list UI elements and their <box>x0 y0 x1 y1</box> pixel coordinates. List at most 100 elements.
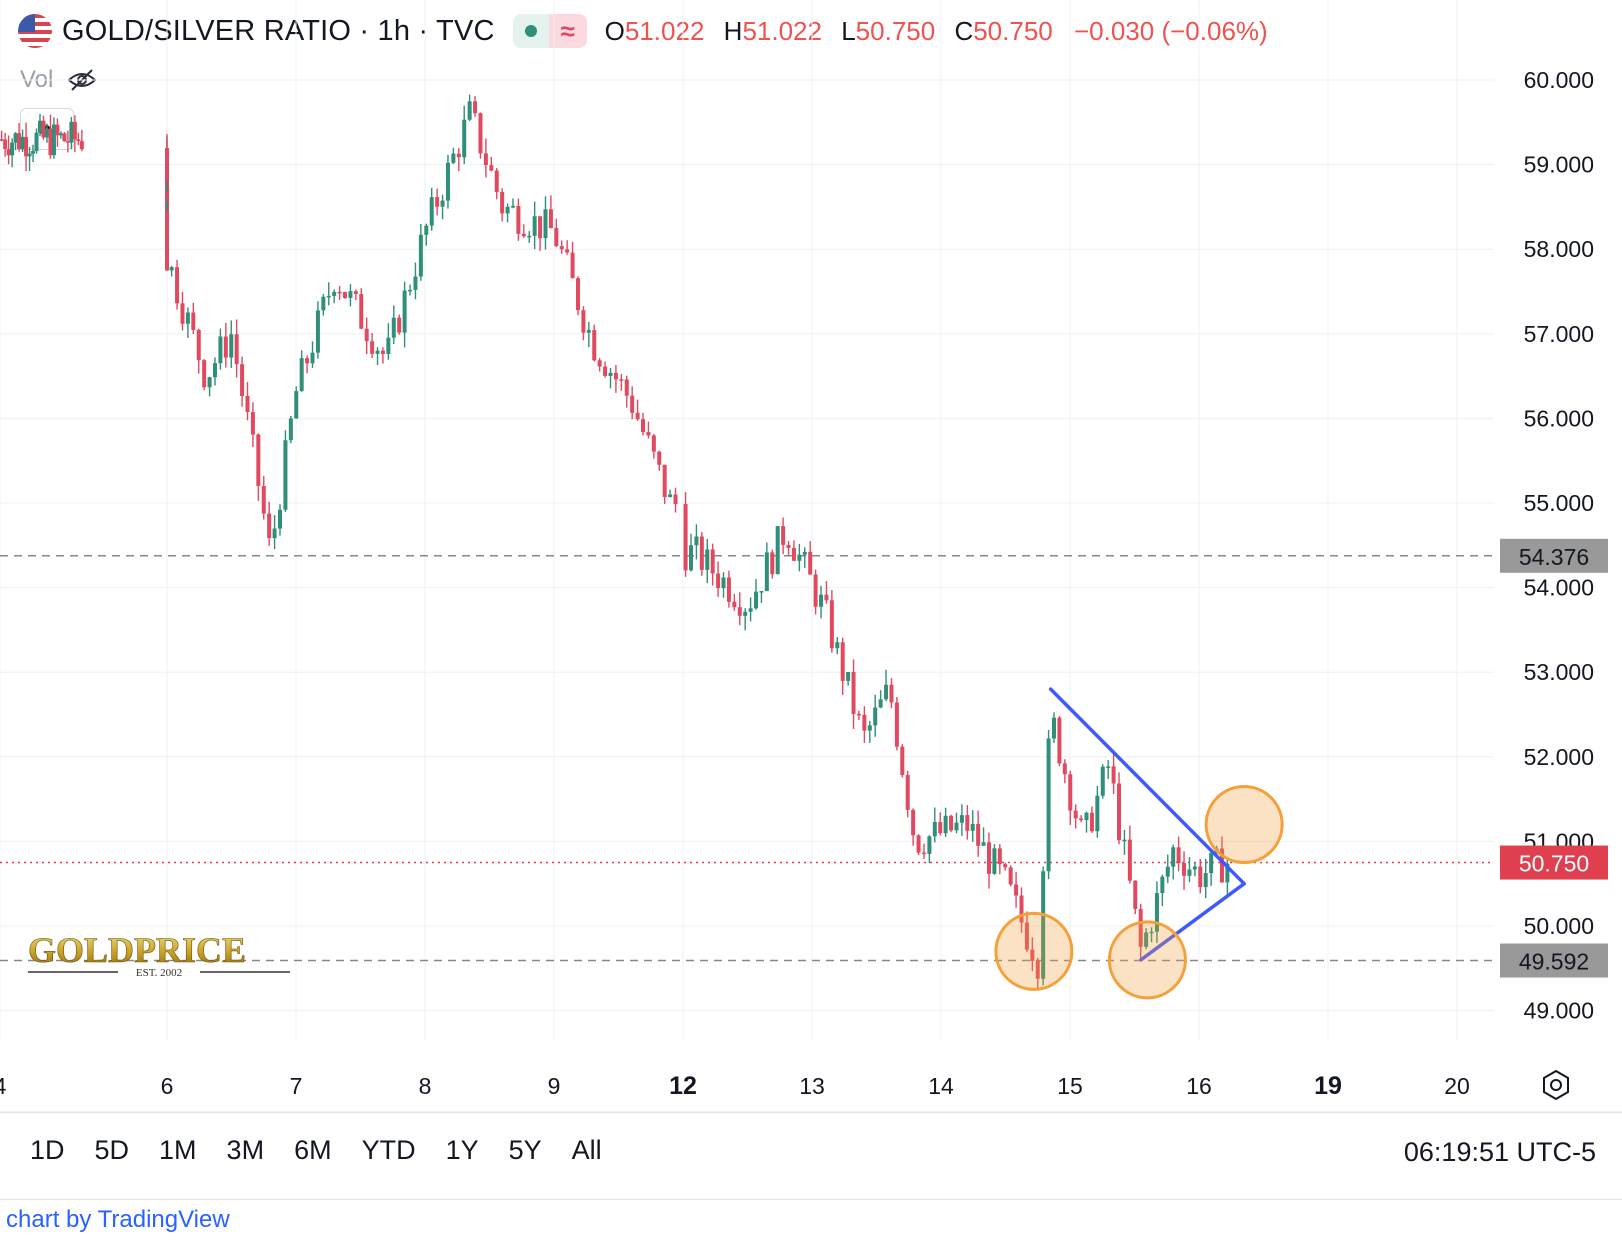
candle-body <box>1187 869 1192 876</box>
svg-text:EST. 2002: EST. 2002 <box>136 967 182 979</box>
candle-body <box>1160 876 1165 894</box>
candle-body <box>873 707 878 726</box>
highlight-circle[interactable] <box>994 911 1074 991</box>
range-button-1d[interactable]: 1D <box>30 1135 65 1165</box>
candle-body <box>1203 873 1208 888</box>
candle-body <box>165 258 169 271</box>
candle-body <box>565 249 570 253</box>
range-button-1m[interactable]: 1M <box>159 1135 197 1165</box>
y-tick-label: 53.000 <box>1524 659 1594 685</box>
candle-body <box>683 504 688 571</box>
candle-body <box>1052 717 1057 739</box>
candle-body <box>34 132 39 152</box>
candle-body <box>1041 871 1046 979</box>
range-button-3m[interactable]: 3M <box>226 1135 265 1165</box>
range-button-ytd[interactable]: YTD <box>361 1135 416 1165</box>
candle-body <box>737 607 742 616</box>
range-button-6m[interactable]: 6M <box>294 1135 332 1165</box>
candle-body <box>500 191 505 214</box>
candle-body <box>819 594 824 607</box>
y-tick-label: 58.000 <box>1524 236 1594 262</box>
candle-body <box>619 379 624 381</box>
candle-body <box>559 246 564 250</box>
candle-body <box>218 336 223 364</box>
candle-body <box>781 526 786 545</box>
candle-body <box>851 671 856 714</box>
range-button-5y[interactable]: 5Y <box>508 1135 542 1165</box>
price-tags: 54.376 49.592 50.750 <box>1500 538 1608 978</box>
range-button-5d[interactable]: 5D <box>94 1135 130 1165</box>
price-chart[interactable]: 60.000 59.000 58.000 57.000 56.000 55.000 54.0… <box>0 0 1622 1112</box>
candle-body <box>694 536 699 546</box>
candle-body <box>710 549 715 574</box>
candle-body <box>175 267 180 304</box>
candle-body <box>65 141 70 143</box>
clock[interactable]: 06:19:51 UTC-5 <box>1403 1137 1596 1167</box>
high-value: 51.022 <box>742 15 822 46</box>
candle-body <box>867 725 872 731</box>
price-axis: 60.000 59.000 58.000 57.000 56.000 55.000 54.0… <box>1524 67 1594 1024</box>
candle-body <box>527 235 532 238</box>
bottom-toolbar: 1D 5D 1M 3M 6M YTD 1Y 5Y All 06:19:51 UTC-5 <box>0 1112 1622 1200</box>
level-price-tag-label: 49.592 <box>1519 949 1589 975</box>
x-tick-label: 12 <box>669 1072 697 1100</box>
candle-body <box>646 432 651 436</box>
range-button-1y[interactable]: 1Y <box>445 1135 479 1165</box>
status-pills: ≈ <box>512 14 587 48</box>
close-label: C <box>954 15 974 46</box>
candle-body <box>185 312 190 324</box>
x-tick-label: 9 <box>548 1073 561 1099</box>
settings-icon[interactable] <box>1543 1069 1569 1101</box>
candle-body <box>732 601 737 608</box>
candle-body <box>943 815 948 834</box>
tradingview-credit[interactable]: chart by TradingView <box>6 1206 230 1233</box>
candle-body <box>165 240 169 259</box>
candle-body <box>48 128 53 156</box>
candle-body <box>299 358 304 392</box>
candle-body <box>41 120 46 138</box>
candle-body <box>884 684 889 700</box>
candle-body <box>391 317 396 338</box>
candle-body <box>1122 839 1127 842</box>
candle-body <box>673 494 678 505</box>
candle-body <box>927 836 932 854</box>
range-button-all[interactable]: All <box>571 1135 602 1165</box>
candle-body <box>797 554 802 561</box>
chart-header: GOLD/SILVER RATIO · 1h · TVC ≈ O51.022 H… <box>18 10 1268 52</box>
candle-body <box>954 822 959 831</box>
candle-body <box>435 197 440 207</box>
candle-body <box>1149 931 1154 934</box>
y-tick-label: 57.000 <box>1524 321 1594 347</box>
candle-body <box>840 642 845 681</box>
candle-body <box>191 312 196 330</box>
low-label: L <box>841 15 856 46</box>
x-tick-label: 19 <box>1314 1072 1342 1100</box>
candle-body <box>721 577 726 589</box>
level-price-tag-label: 54.376 <box>1519 544 1589 570</box>
candle-body <box>856 713 861 716</box>
highlight-circle[interactable] <box>1204 784 1284 864</box>
y-tick-label: 54.000 <box>1524 575 1594 601</box>
candle-body <box>24 136 29 157</box>
upper-trendline[interactable] <box>1048 687 1246 886</box>
symbol-title[interactable]: GOLD/SILVER RATIO · 1h · TVC <box>62 14 495 47</box>
market-open-icon <box>512 14 549 48</box>
candle-body <box>829 600 834 649</box>
x-tick-label: 20 <box>1444 1073 1470 1099</box>
candle-body <box>538 216 543 239</box>
candle-body <box>353 291 358 295</box>
candle-body <box>1182 863 1187 876</box>
y-tick-label: 55.000 <box>1524 490 1594 516</box>
level-price-tag <box>1500 943 1608 978</box>
highlight-circle[interactable] <box>1107 920 1187 1000</box>
candle-body <box>603 366 608 376</box>
us-flag-icon <box>18 14 52 48</box>
candle-body <box>932 822 937 837</box>
lower-trendline[interactable] <box>1139 881 1246 962</box>
candle-body <box>1219 848 1224 883</box>
candle-body <box>402 290 407 333</box>
candle-body <box>662 464 667 498</box>
candle-body <box>970 823 975 831</box>
candles <box>0 94 1230 989</box>
candle-body <box>348 291 353 298</box>
